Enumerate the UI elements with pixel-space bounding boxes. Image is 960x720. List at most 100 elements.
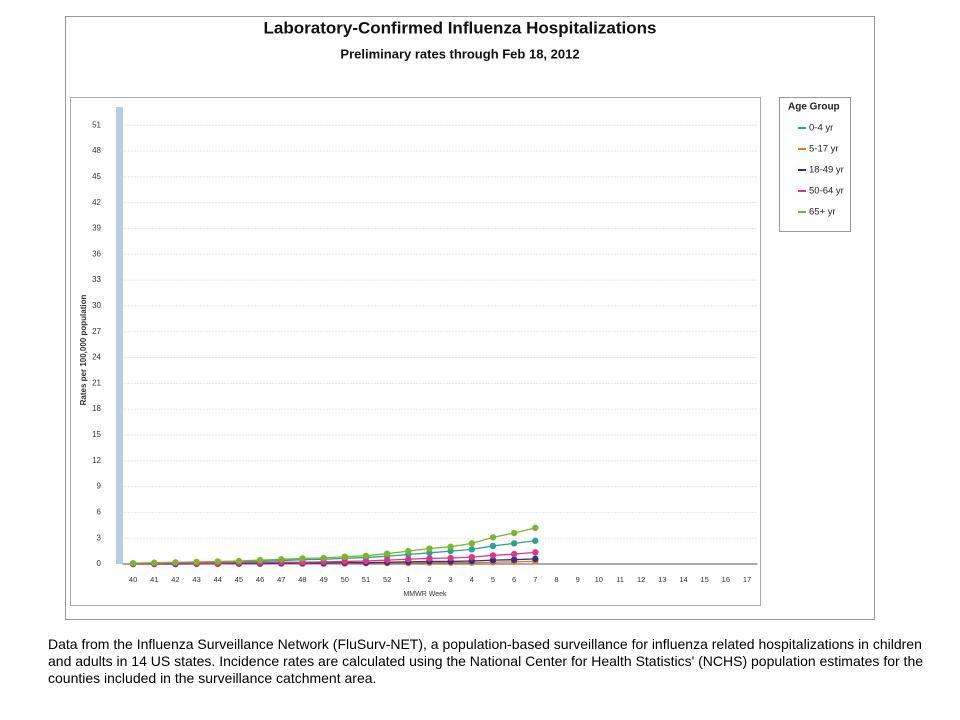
data-point <box>447 554 454 562</box>
y-tick-label: 33 <box>92 275 101 284</box>
data-point <box>489 534 497 541</box>
data-point <box>151 559 158 566</box>
y-tick-label: 27 <box>92 327 101 336</box>
data-point <box>510 556 518 563</box>
y-tick-label: 18 <box>92 404 101 413</box>
data-point <box>341 558 348 565</box>
series-line <box>133 527 536 564</box>
y-tick-label: 51 <box>92 120 101 129</box>
data-point <box>193 558 200 566</box>
data-point <box>468 540 476 547</box>
x-tick-label: 17 <box>743 575 751 584</box>
data-point <box>532 537 539 544</box>
x-tick-label: 1 <box>406 575 410 584</box>
legend-label: 65+ yr <box>809 207 836 218</box>
x-axis-label: MMWR Week <box>403 591 447 598</box>
x-tick-label: 7 <box>533 575 537 584</box>
data-point <box>405 547 412 555</box>
series-line <box>133 551 536 565</box>
y-tick-label: 45 <box>92 172 101 181</box>
x-tick-label: 13 <box>658 575 666 584</box>
data-point <box>299 555 306 562</box>
x-tick-label: 40 <box>129 575 137 584</box>
y-tick-label: 3 <box>97 533 102 542</box>
legend-frame <box>779 97 851 232</box>
data-point <box>235 557 243 565</box>
x-tick-label: 6 <box>512 575 516 584</box>
x-tick-label: 48 <box>298 575 306 584</box>
data-point <box>532 524 539 532</box>
x-tick-label: 49 <box>319 575 327 584</box>
chart: Laboratory-Confirmed Influenza Hospitali… <box>65 16 875 620</box>
y-tick-label: 6 <box>97 507 102 516</box>
footnote: Data from the Influenza Surveillance Net… <box>48 636 924 686</box>
data-point <box>489 556 497 564</box>
data-point <box>426 545 433 552</box>
legend-label: 0-4 yr <box>809 123 833 134</box>
data-point <box>532 549 539 556</box>
x-tick-label: 15 <box>701 575 709 584</box>
y-tick-label: 21 <box>92 378 101 387</box>
chart-subtitle: Preliminary rates through Feb 18, 2012 <box>340 46 579 61</box>
y-tick-label: 9 <box>97 482 102 491</box>
data-point <box>426 555 433 562</box>
y-axis-label: Rates per 100,000 population <box>79 295 88 406</box>
data-point <box>489 552 497 559</box>
x-tick-label: 9 <box>576 575 580 584</box>
data-point <box>510 550 518 558</box>
data-point <box>278 556 285 563</box>
x-tick-label: 2 <box>427 575 431 584</box>
x-tick-label: 14 <box>679 575 687 584</box>
x-tick-label: 16 <box>722 575 730 584</box>
y-tick-label: 39 <box>92 224 101 233</box>
x-tick-label: 5 <box>491 575 495 584</box>
data-point <box>129 559 137 567</box>
x-tick-label: 10 <box>595 575 603 584</box>
x-tick-label: 3 <box>449 575 453 584</box>
data-point <box>320 554 327 562</box>
legend-title: Age Group <box>788 102 840 113</box>
data-point <box>468 546 476 553</box>
x-tick-label: 8 <box>554 575 558 584</box>
data-point <box>489 542 497 550</box>
legend-label: 18-49 yr <box>809 165 844 176</box>
y-tick-label: 12 <box>92 456 101 465</box>
x-tick-label: 4 <box>470 575 474 584</box>
y-tick-label: 15 <box>92 430 101 439</box>
legend-label: 50-64 yr <box>809 186 844 197</box>
data-point <box>383 556 391 564</box>
x-tick-label: 11 <box>616 575 624 584</box>
x-tick-label: 44 <box>214 575 222 584</box>
x-tick-label: 47 <box>277 575 285 584</box>
x-tick-label: 50 <box>341 575 349 584</box>
x-tick-label: 46 <box>256 575 264 584</box>
x-tick-label: 51 <box>362 575 370 584</box>
data-point <box>468 553 476 561</box>
x-tick-label: 42 <box>171 575 179 584</box>
data-point <box>362 552 370 560</box>
y-tick-label: 0 <box>97 559 102 568</box>
y-tick-label: 30 <box>92 301 101 310</box>
data-point <box>510 529 518 537</box>
data-point <box>362 557 370 565</box>
legend-label: 5-17 yr <box>809 144 839 155</box>
x-tick-label: 52 <box>383 575 391 584</box>
y-tick-label: 48 <box>92 146 101 155</box>
x-tick-label: 41 <box>150 575 158 584</box>
data-point <box>532 555 539 563</box>
chart-title: Laboratory-Confirmed Influenza Hospitali… <box>264 18 657 37</box>
x-tick-label: 43 <box>192 575 200 584</box>
x-tick-label: 12 <box>637 575 645 584</box>
y-tick-label: 24 <box>92 353 101 362</box>
data-point <box>510 540 518 547</box>
data-point <box>341 553 348 560</box>
axis-wall <box>116 107 123 564</box>
y-tick-label: 42 <box>92 198 101 207</box>
data-point <box>405 556 412 563</box>
x-tick-label: 45 <box>235 575 243 584</box>
data-point <box>447 543 454 550</box>
data-point <box>214 558 221 565</box>
data-point <box>172 559 179 566</box>
data-point <box>383 550 391 557</box>
